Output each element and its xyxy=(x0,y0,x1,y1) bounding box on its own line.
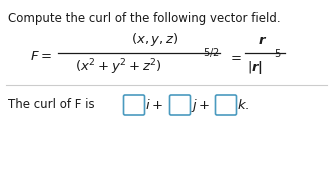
Text: $j+$: $j+$ xyxy=(191,96,210,114)
FancyBboxPatch shape xyxy=(124,95,145,115)
Text: $F=$: $F=$ xyxy=(30,51,52,64)
Text: $5/2$: $5/2$ xyxy=(203,46,219,59)
Text: $(x, y, z)$: $(x, y, z)$ xyxy=(131,32,179,48)
Text: $|\bfit{r}|$: $|\bfit{r}|$ xyxy=(247,58,263,75)
Text: $(x^2+y^2+z^2)$: $(x^2+y^2+z^2)$ xyxy=(75,57,162,77)
Text: The curl of F is: The curl of F is xyxy=(8,99,95,111)
Text: $\bfit{r}$: $\bfit{r}$ xyxy=(258,33,268,47)
Text: Compute the curl of the following vector field.: Compute the curl of the following vector… xyxy=(8,12,281,25)
Text: $k.$: $k.$ xyxy=(237,98,249,112)
Text: $=$: $=$ xyxy=(228,51,242,64)
Text: $i+$: $i+$ xyxy=(145,98,163,112)
FancyBboxPatch shape xyxy=(169,95,190,115)
Text: $5$: $5$ xyxy=(274,47,281,59)
FancyBboxPatch shape xyxy=(215,95,236,115)
